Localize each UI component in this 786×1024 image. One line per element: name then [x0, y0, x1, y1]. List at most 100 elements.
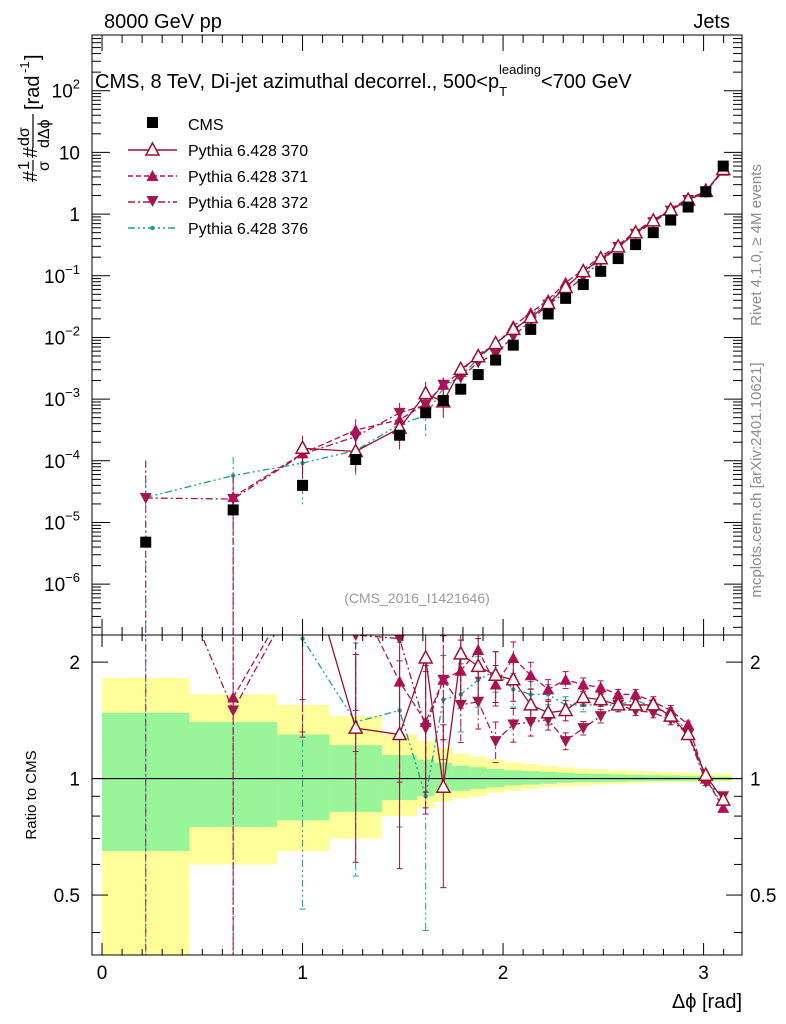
ratio-point-2 [297, 572, 309, 583]
series-point-1 [540, 294, 556, 310]
y-tick-label: 10−5 [44, 508, 80, 534]
ratio-point-1 [715, 791, 731, 806]
svg-text:#: # [20, 170, 42, 182]
ratio-point-1 [522, 696, 539, 711]
cms-point [525, 323, 537, 335]
series-point-1 [470, 348, 486, 363]
legend-label-376: Pythia 6.428 376 [188, 221, 308, 238]
ratio-point-2 [612, 688, 625, 700]
legend-entry-cms: CMS [147, 117, 224, 134]
ratio-point-3 [507, 719, 520, 731]
series-point-2 [437, 378, 450, 390]
x-tick-label: 1 [297, 963, 308, 984]
ratio-point-1 [347, 719, 364, 734]
analysis-watermark: (CMS_2016_I1421646) [344, 590, 490, 606]
x-tick-label: 0 [97, 963, 108, 984]
cms-point [394, 429, 406, 441]
svg-text:-1: -1 [17, 61, 32, 73]
ratio-y-tick-label-left: 1 [69, 770, 80, 791]
series-point-1 [294, 439, 311, 454]
cms-point [560, 292, 572, 304]
cms-point [490, 354, 502, 366]
legend-marker-376 [150, 225, 155, 231]
x-axis-label: Δϕ [rad] [672, 991, 742, 1013]
band-inner-bin [539, 771, 558, 784]
ratio-y-tick-label-right: 2 [750, 653, 761, 674]
ratio-point-1 [610, 696, 626, 711]
band-inner-bin [574, 773, 592, 783]
y-tick-label: 102 [52, 77, 80, 103]
series-point-1 [575, 263, 592, 278]
series-point-2 [349, 424, 362, 436]
cms-point [630, 239, 642, 251]
cms-point [420, 407, 432, 419]
y-tick-label: 10−3 [44, 385, 80, 411]
series-point-4 [230, 473, 236, 478]
cms-point [647, 227, 659, 239]
ratio-y-tick-label-left: 0.5 [54, 886, 80, 907]
y-axis-label: # 1 σ # dσ dΔϕ [rad -1 ] [16, 54, 53, 182]
ratio-point-1 [662, 707, 679, 722]
band-inner-bin [277, 734, 330, 821]
cms-point [577, 279, 589, 291]
ratio-y-axis-label: Ratio to CMS [23, 750, 40, 839]
cms-point [682, 201, 694, 213]
series-point-1 [417, 385, 434, 400]
cms-point [507, 339, 519, 351]
svg-text:[rad: [rad [22, 76, 44, 110]
y-tick-label: 1 [69, 205, 80, 226]
svg-text:#: # [20, 146, 42, 158]
cms-point [350, 454, 362, 466]
ratio-point-1 [505, 671, 522, 686]
ratio-point-2 [717, 801, 730, 813]
ratio-point-1 [296, 539, 309, 551]
svg-text:σ: σ [36, 161, 53, 171]
rivet-version-label: Rivet 4.1.0, ≥ 4M events [748, 164, 765, 326]
svg-text:dσ: dσ [16, 127, 33, 146]
ratio-point-1 [627, 696, 644, 711]
series-point-1 [487, 334, 504, 350]
band-inner-bin [521, 771, 540, 785]
series-line-1 [302, 169, 724, 453]
series-point-2 [227, 490, 240, 502]
ratio-point-2 [629, 688, 642, 700]
legend-marker-372 [146, 196, 159, 207]
y-tick-label: 10−2 [44, 323, 80, 349]
header-right-label: Jets [693, 11, 730, 33]
cms-point [717, 160, 729, 172]
cms-point [472, 369, 484, 381]
ratio-point-3 [489, 736, 502, 748]
ratio-data-layer [92, 539, 742, 955]
cms-point [595, 265, 607, 277]
ratio-point-1 [540, 704, 556, 719]
ratio-point-3 [297, 578, 309, 589]
header-left-label: 8000 GeV pp [104, 11, 222, 33]
series-point-1 [557, 278, 574, 294]
cms-point [437, 395, 449, 407]
series-point-1 [610, 238, 626, 253]
x-tick-label: 3 [698, 963, 709, 984]
series-point-1 [522, 309, 539, 324]
legend-entry-371: Pythia 6.428 371 [128, 169, 308, 186]
ratio-point-1 [417, 649, 434, 664]
series-line-3 [145, 168, 724, 500]
legend-label-370: Pythia 6.428 370 [188, 143, 308, 160]
ratio-point-1 [487, 666, 504, 681]
cms-point [542, 308, 554, 320]
chart-title: CMS, 8 TeV, Di-jet azimuthal decorrel., … [95, 62, 632, 99]
series-point-1 [452, 360, 469, 376]
main-data-layer [139, 160, 731, 635]
series-point-1 [645, 212, 662, 227]
ratio-point-2 [507, 651, 520, 663]
legend-marker-371 [146, 170, 159, 181]
ratio-point-3 [577, 723, 590, 735]
cms-point [227, 504, 239, 516]
main-panel: 10−6 10−5 10−4 10−3 10−2 10−1 1 10 102 CMS, 8 Te… [16, 34, 743, 636]
ratio-point-1 [698, 766, 714, 782]
svg-text:]: ] [22, 54, 44, 60]
ratio-point-1 [680, 725, 696, 741]
cms-point [665, 214, 677, 226]
ratio-point-1 [592, 691, 609, 706]
ratio-point-1 [391, 725, 408, 741]
